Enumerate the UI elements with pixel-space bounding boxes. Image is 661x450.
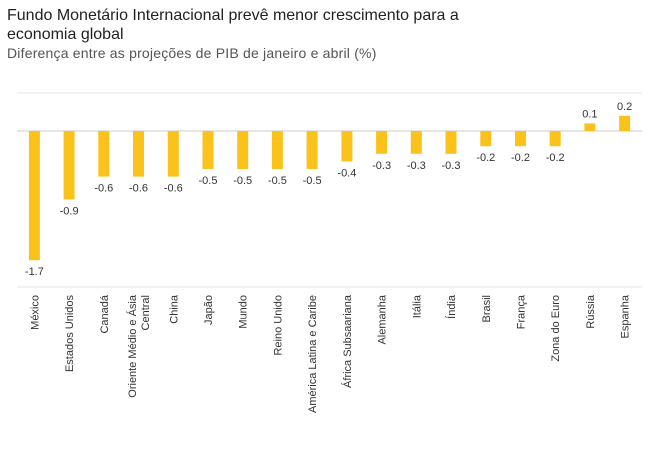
category-label: Reino Unido <box>272 295 284 356</box>
category-label: México <box>29 295 41 330</box>
data-label: -0.5 <box>233 175 252 187</box>
category-label: África Subsaariana <box>341 294 354 388</box>
chart-subtitle: Diferença entre as projeções de PIB de j… <box>7 45 377 61</box>
data-label: -0.3 <box>372 160 391 172</box>
bar <box>133 131 144 177</box>
data-label: -0.6 <box>164 183 183 195</box>
bar <box>584 123 596 131</box>
bar <box>549 131 561 147</box>
data-label: -0.3 <box>442 160 461 172</box>
category-label: Zona do Euro <box>550 295 562 362</box>
category-label: Canadá <box>99 294 111 333</box>
data-label: -0.6 <box>94 183 113 195</box>
bar <box>63 131 75 200</box>
data-label: -0.5 <box>199 175 218 187</box>
data-label: -0.3 <box>407 160 426 172</box>
category-label: França <box>516 294 528 329</box>
bar <box>237 131 249 169</box>
category-label: Itália <box>411 294 423 318</box>
data-label: -1.7 <box>25 266 44 278</box>
category-label: Mundo <box>238 295 250 329</box>
category-label: China <box>168 294 180 324</box>
category-label: América Latina e Caribe <box>307 295 319 413</box>
data-label: -0.4 <box>337 167 356 179</box>
bar <box>445 131 457 154</box>
bar <box>306 131 318 169</box>
category-label: Alemanha <box>377 294 389 344</box>
bar <box>167 131 179 177</box>
bar <box>271 131 283 169</box>
bar <box>619 115 631 131</box>
chart-title: Fundo Monetário Internacional prevê meno… <box>7 7 459 43</box>
bar <box>28 131 40 261</box>
data-label: -0.2 <box>476 152 495 164</box>
data-label: -0.2 <box>511 152 530 164</box>
bar <box>98 131 110 177</box>
data-label: 0.1 <box>582 108 597 120</box>
bar <box>480 131 492 147</box>
category-label: Japão <box>203 295 215 325</box>
category-label: Estados Unidos <box>64 295 76 373</box>
category-label: Oriente Médio e ÁsiaCentral <box>126 294 152 398</box>
category-label: Rússia <box>585 294 597 329</box>
category-label: Espanha <box>620 294 632 338</box>
data-label: -0.2 <box>546 152 565 164</box>
data-label: -0.9 <box>60 205 79 217</box>
bar <box>515 131 526 147</box>
data-label: -0.5 <box>268 175 287 187</box>
bar <box>202 131 214 169</box>
category-label: Brasil <box>481 295 493 323</box>
bar <box>410 131 422 154</box>
data-label: 0.2 <box>617 101 632 113</box>
category-label: Índia <box>445 294 458 319</box>
bar <box>341 131 353 162</box>
data-label: -0.6 <box>129 183 148 195</box>
bar <box>376 131 388 154</box>
data-label: -0.5 <box>303 175 322 187</box>
